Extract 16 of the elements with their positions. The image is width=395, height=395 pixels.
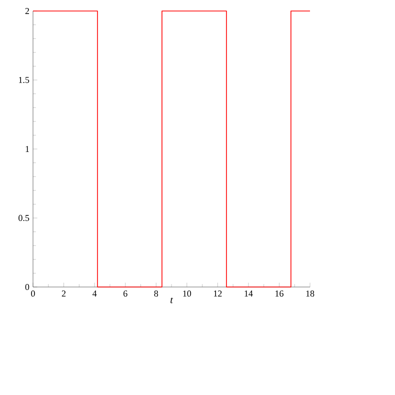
x-tick-label: 10 — [183, 290, 192, 297]
x-tick-label: 0 — [31, 290, 35, 297]
x-tick-label: 8 — [154, 290, 158, 297]
x-tick-label: 12 — [214, 290, 222, 296]
x-tick-label: 6 — [123, 290, 128, 297]
x-tick-label: 2 — [62, 290, 66, 296]
x-tick-label: 16 — [276, 290, 284, 297]
x-tick-label: 14 — [244, 290, 253, 296]
y-tick-label: 1 — [26, 146, 29, 152]
y-tick-label: 1.5 — [19, 76, 30, 84]
x-axis-title: t — [170, 297, 174, 304]
x-tick-label: 4 — [92, 290, 97, 296]
y-tick-label: 0.5 — [18, 214, 30, 222]
y-tick-label: 0 — [25, 284, 30, 290]
y-tick-label: 2 — [25, 8, 29, 14]
x-tick-label: 18 — [306, 290, 314, 297]
